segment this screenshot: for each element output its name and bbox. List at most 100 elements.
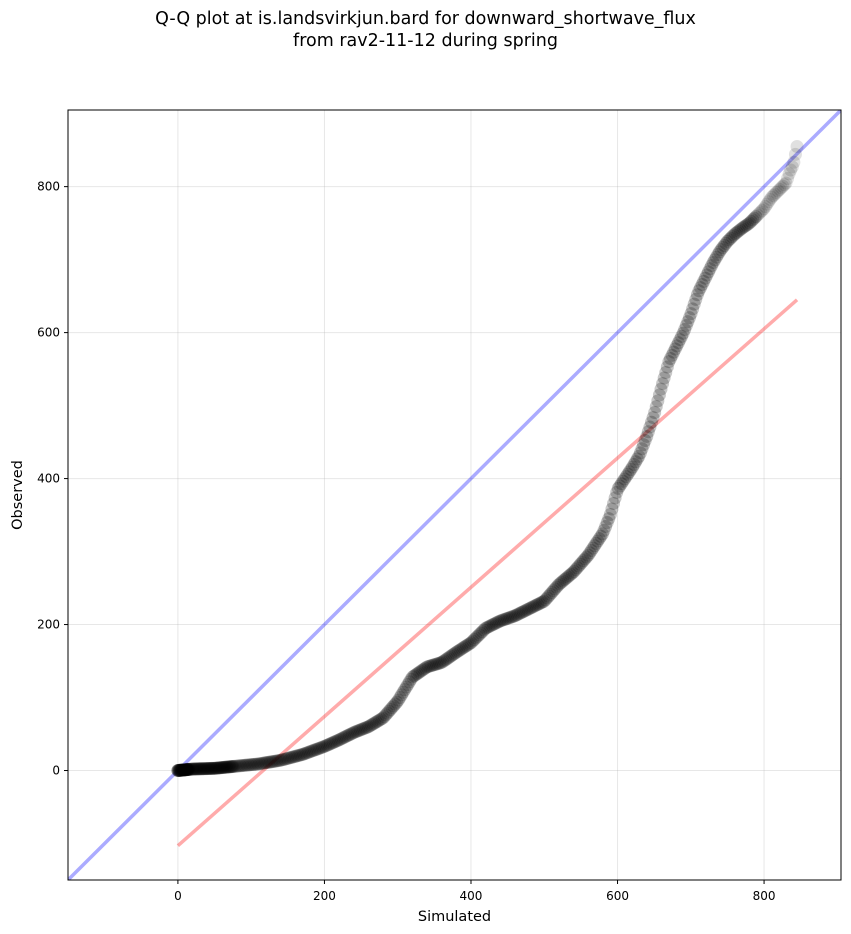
data-point bbox=[247, 757, 261, 771]
data-point bbox=[439, 653, 453, 667]
data-point bbox=[739, 218, 753, 232]
data-point bbox=[178, 763, 192, 777]
data-point bbox=[434, 656, 448, 670]
data-point bbox=[349, 725, 363, 739]
data-point bbox=[448, 646, 462, 660]
data-point bbox=[550, 580, 564, 594]
data-point bbox=[635, 442, 649, 456]
data-point bbox=[749, 210, 763, 224]
data-point bbox=[410, 667, 424, 681]
data-point bbox=[501, 611, 515, 625]
data-point bbox=[260, 756, 274, 770]
data-point bbox=[774, 181, 788, 195]
data-point bbox=[273, 753, 287, 767]
data-point bbox=[240, 758, 254, 772]
data-point bbox=[679, 319, 693, 333]
data-point bbox=[355, 722, 369, 736]
data-point bbox=[300, 746, 314, 760]
data-point bbox=[754, 205, 768, 219]
data-point bbox=[328, 735, 342, 749]
data-point bbox=[217, 760, 231, 774]
data-point bbox=[539, 593, 553, 607]
data-point bbox=[594, 529, 608, 543]
data-point bbox=[765, 190, 779, 204]
data-point bbox=[491, 615, 505, 629]
data-point bbox=[268, 754, 282, 768]
data-point bbox=[211, 761, 225, 775]
y-axis-label: Observed bbox=[10, 460, 26, 530]
data-point bbox=[762, 195, 776, 209]
data-point bbox=[453, 643, 467, 657]
identity-line bbox=[68, 110, 841, 880]
data-point bbox=[597, 523, 611, 537]
data-point bbox=[554, 575, 568, 589]
x-tick-label: 200 bbox=[313, 889, 336, 903]
data-point bbox=[714, 243, 728, 257]
data-point bbox=[461, 638, 475, 652]
data-point bbox=[228, 759, 242, 773]
data-point bbox=[526, 600, 540, 614]
data-point bbox=[463, 637, 477, 651]
data-point bbox=[325, 736, 339, 750]
data-point bbox=[469, 631, 483, 645]
data-point bbox=[727, 228, 741, 242]
data-point bbox=[578, 552, 592, 566]
data-point bbox=[622, 465, 636, 479]
data-point bbox=[673, 333, 687, 347]
data-point bbox=[218, 760, 232, 774]
data-point bbox=[173, 763, 187, 777]
data-point bbox=[483, 619, 497, 633]
data-point bbox=[608, 491, 622, 505]
data-point bbox=[464, 636, 478, 650]
data-point bbox=[212, 761, 226, 775]
data-point bbox=[776, 179, 790, 193]
data-point bbox=[175, 763, 189, 777]
data-point bbox=[353, 723, 367, 737]
data-point bbox=[697, 274, 711, 288]
x-tick-label: 600 bbox=[606, 889, 629, 903]
data-point bbox=[629, 455, 643, 469]
data-point bbox=[420, 660, 434, 674]
data-point bbox=[633, 446, 647, 460]
data-point bbox=[342, 728, 356, 742]
data-point bbox=[692, 284, 706, 298]
data-point bbox=[592, 532, 606, 546]
data-point bbox=[241, 758, 255, 772]
data-point bbox=[369, 715, 383, 729]
data-point bbox=[309, 742, 323, 756]
data-point bbox=[306, 744, 320, 758]
data-point bbox=[716, 241, 730, 255]
data-point bbox=[537, 594, 551, 608]
data-point bbox=[225, 760, 239, 774]
data-point bbox=[223, 760, 237, 774]
data-point bbox=[235, 759, 249, 773]
data-point bbox=[220, 760, 234, 774]
data-point bbox=[287, 750, 301, 764]
chart-title-block: Q-Q plot at is.landsvirkjun.bard for dow… bbox=[0, 8, 851, 52]
data-point bbox=[489, 616, 503, 630]
data-point bbox=[425, 659, 439, 673]
data-point bbox=[575, 555, 589, 569]
data-point bbox=[255, 756, 269, 770]
data-point bbox=[508, 609, 522, 623]
data-point bbox=[323, 737, 337, 751]
data-point bbox=[233, 759, 247, 773]
data-point bbox=[573, 557, 587, 571]
data-point bbox=[177, 763, 191, 777]
data-point bbox=[221, 760, 235, 774]
data-point bbox=[652, 388, 666, 402]
data-points bbox=[171, 139, 804, 778]
data-point bbox=[190, 762, 204, 776]
data-point bbox=[407, 669, 421, 683]
data-point bbox=[747, 211, 761, 225]
data-point bbox=[648, 406, 662, 420]
data-point bbox=[186, 762, 200, 776]
data-point bbox=[709, 250, 723, 264]
data-point bbox=[591, 534, 605, 548]
data-point bbox=[482, 620, 496, 634]
data-point bbox=[249, 757, 263, 771]
data-point bbox=[744, 214, 758, 228]
data-point bbox=[444, 649, 458, 663]
data-point bbox=[176, 763, 190, 777]
data-point bbox=[546, 584, 560, 598]
